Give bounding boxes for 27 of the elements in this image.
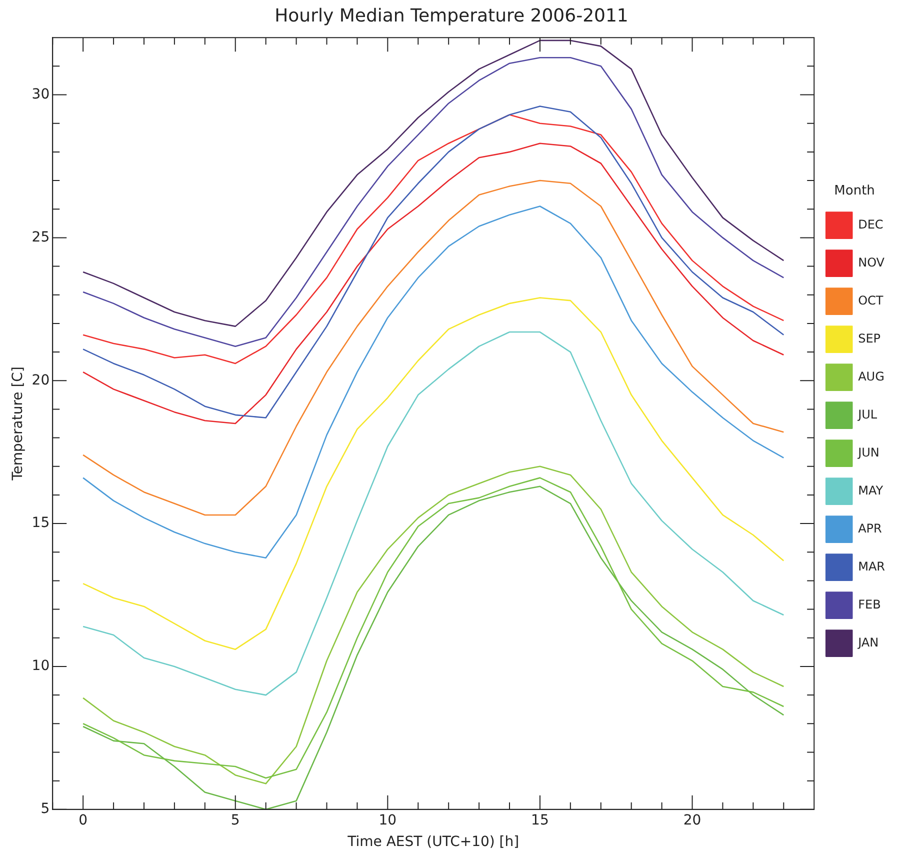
legend-label: SEP bbox=[858, 331, 881, 346]
x-tick-label: 0 bbox=[78, 812, 88, 828]
y-tick-label: 5 bbox=[40, 801, 50, 818]
y-axis-title: Temperature [C] bbox=[10, 366, 26, 482]
x-tick-label: 5 bbox=[230, 812, 240, 828]
y-tick-label: 25 bbox=[32, 229, 50, 246]
legend-title: Month bbox=[834, 184, 875, 199]
legend-label: NOV bbox=[858, 255, 886, 270]
y-tick-label: 30 bbox=[32, 86, 50, 102]
y-tick-label: 10 bbox=[32, 658, 50, 674]
legend-label: JUL bbox=[857, 407, 878, 422]
x-tick-label: 20 bbox=[683, 812, 702, 828]
x-axis-title: Time AEST (UTC+10) [h] bbox=[346, 834, 520, 850]
x-tick-label: 15 bbox=[531, 812, 549, 828]
legend-label: AUG bbox=[858, 369, 884, 384]
y-tick-label: 15 bbox=[32, 515, 50, 532]
y-tick-label: 20 bbox=[32, 372, 50, 388]
legend-label: FEB bbox=[858, 597, 881, 612]
chart-title: Hourly Median Temperature 2006-2011 bbox=[274, 5, 628, 26]
legend-label: OCT bbox=[858, 293, 884, 308]
legend-label: MAY bbox=[858, 483, 884, 498]
legend-label: JAN bbox=[857, 635, 879, 650]
legend-label: APR bbox=[858, 521, 882, 536]
legend-label: JUN bbox=[857, 445, 880, 460]
x-tick-label: 10 bbox=[378, 812, 397, 828]
legend-label: DEC bbox=[858, 217, 884, 232]
legend-label: MAR bbox=[858, 559, 886, 574]
